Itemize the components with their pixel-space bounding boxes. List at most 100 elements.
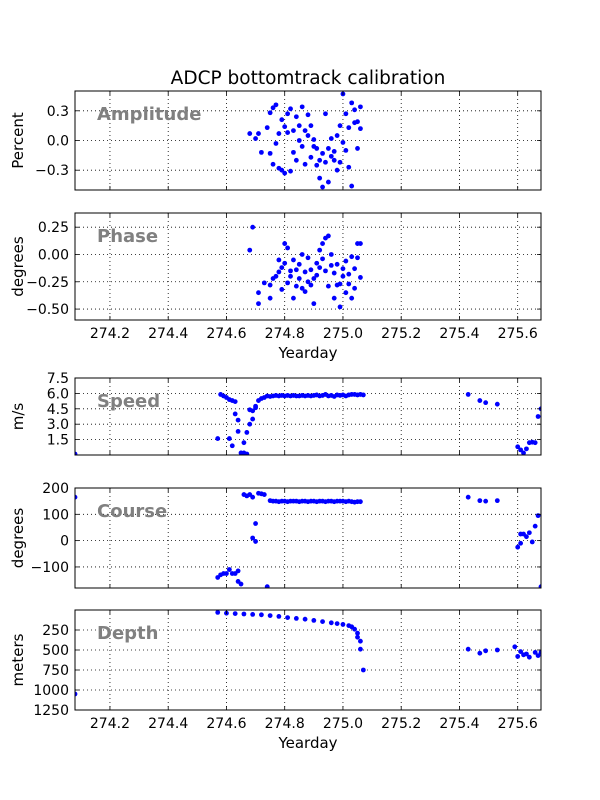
data-point — [358, 104, 363, 110]
data-point — [241, 611, 247, 617]
data-point — [224, 571, 229, 576]
figure-title: ADCP bottomtrack calibration — [171, 68, 446, 89]
data-point — [305, 112, 311, 118]
y-tick-label: 3.0 — [47, 417, 69, 433]
data-point — [273, 273, 279, 279]
data-point — [325, 283, 331, 289]
data-point — [305, 279, 311, 285]
data-point — [291, 149, 296, 155]
data-point — [267, 150, 273, 156]
data-point — [256, 301, 261, 307]
data-point — [515, 444, 521, 450]
x-tick-label: 275.6 — [498, 326, 538, 342]
x-tick-label: 274.4 — [148, 326, 188, 342]
data-point — [358, 275, 363, 280]
axes-frame — [74, 609, 542, 711]
data-point — [302, 128, 308, 134]
y-tick-label: 0.3 — [47, 104, 69, 120]
data-point — [256, 290, 261, 296]
data-point — [526, 530, 532, 536]
y-tick-label: 500 — [42, 643, 69, 659]
data-point — [293, 283, 299, 289]
data-point — [314, 146, 320, 151]
data-point — [293, 114, 299, 120]
data-point — [334, 621, 340, 626]
data-point — [244, 451, 250, 455]
data-point — [320, 150, 325, 156]
data-point — [261, 492, 267, 497]
x-tick-label: 274.6 — [206, 326, 246, 342]
y-tick-label: 1250 — [33, 703, 69, 719]
data-point — [291, 295, 296, 301]
panel-label: Amplitude — [97, 104, 201, 125]
data-point — [346, 271, 352, 277]
x-axis-label: Yearday — [277, 734, 337, 752]
data-point — [291, 128, 296, 134]
y-tick-label: 0.00 — [38, 247, 69, 263]
data-point — [282, 260, 288, 266]
data-point — [524, 534, 529, 540]
data-point — [305, 255, 311, 261]
data-point — [317, 247, 323, 253]
data-point — [279, 265, 285, 270]
data-point — [340, 273, 346, 279]
data-point — [349, 183, 355, 189]
data-point — [299, 252, 305, 257]
y-tick-label: 1000 — [33, 683, 69, 699]
data-point — [308, 282, 314, 288]
data-point — [518, 540, 524, 546]
data-point — [253, 403, 258, 409]
data-point — [340, 140, 346, 145]
data-point — [346, 164, 352, 170]
data-point — [267, 295, 273, 301]
axes-frame — [74, 487, 542, 589]
data-point — [75, 494, 78, 500]
data-point — [349, 254, 355, 260]
data-point — [494, 647, 500, 653]
data-point — [308, 154, 314, 160]
panel-speed: 1.53.04.56.07.5 Speed m/s — [9, 371, 542, 456]
data-point — [288, 106, 293, 112]
data-point — [532, 650, 538, 655]
data-point — [355, 630, 360, 636]
data-point — [494, 498, 500, 504]
data-point — [288, 168, 293, 174]
data-point — [232, 611, 238, 616]
y-tick-label: −0.3 — [35, 163, 69, 179]
data-point — [358, 499, 363, 505]
data-point — [235, 568, 241, 574]
x-tick-label: 274.2 — [90, 326, 130, 342]
x-tick-label: 275.0 — [323, 326, 363, 342]
data-point — [279, 117, 285, 123]
data-point — [282, 124, 288, 130]
data-point — [302, 161, 308, 167]
x-tick-label: 275.4 — [439, 326, 479, 342]
data-point — [250, 612, 256, 617]
x-axis-label: Yearday — [277, 344, 337, 362]
data-point — [515, 544, 521, 550]
data-points — [75, 610, 541, 697]
data-point — [267, 613, 273, 618]
data-point — [288, 268, 293, 274]
data-point — [253, 136, 258, 141]
data-point — [346, 281, 352, 287]
data-points — [247, 224, 363, 310]
data-point — [244, 430, 250, 435]
x-tick-label: 275.6 — [498, 716, 538, 732]
data-point — [325, 146, 331, 151]
y-tick-label: 6.0 — [47, 386, 69, 402]
data-point — [331, 148, 337, 154]
data-point — [320, 184, 325, 190]
y-tick-label: 100 — [42, 507, 69, 523]
data-point — [325, 179, 331, 185]
data-point — [256, 131, 261, 136]
data-point — [524, 446, 529, 452]
data-points — [247, 91, 363, 190]
data-point — [296, 261, 302, 267]
x-tick-label: 274.8 — [265, 716, 305, 732]
data-point — [235, 428, 241, 434]
data-point — [317, 175, 323, 181]
data-point — [296, 138, 302, 143]
axes-frame — [74, 212, 542, 321]
